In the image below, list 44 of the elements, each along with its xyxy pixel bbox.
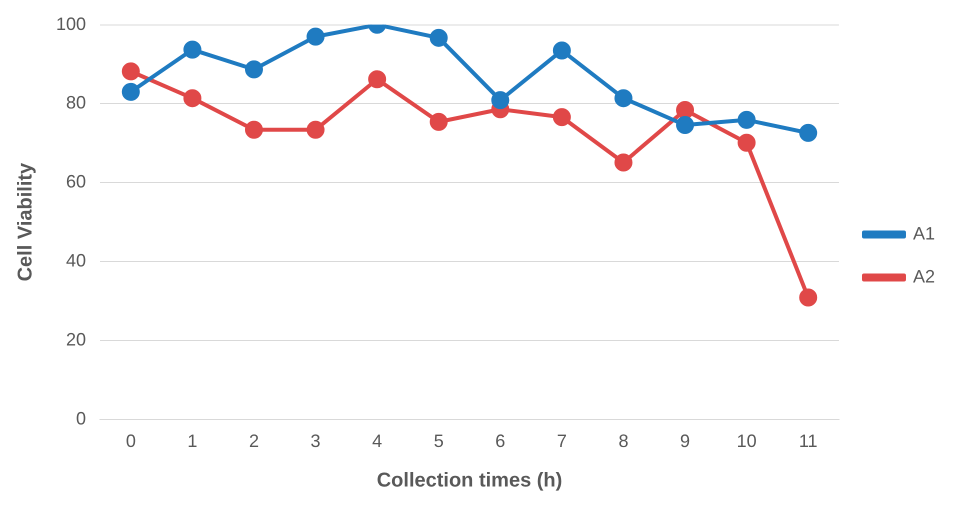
point [676,116,694,134]
x-tick-label: 4 [372,431,382,452]
point [676,101,694,120]
x-tick-label: 3 [310,431,321,452]
point [552,108,571,126]
x-tick-label: 9 [680,431,690,452]
point [183,89,202,108]
point [122,82,140,101]
point [738,134,756,152]
point [430,112,448,131]
point [614,154,632,172]
point [799,288,818,306]
x-tick-label: 8 [618,431,628,452]
x-tick-label: 1 [187,431,198,452]
y-tick-label: 20 [66,329,86,350]
y-tick-label: 0 [76,408,86,428]
x-axis-title: Collection times (h) [376,470,562,492]
point [244,120,263,139]
point [799,124,818,142]
point [368,70,386,88]
x-tick-label: 10 [736,431,757,452]
x-tick-label: 6 [495,431,506,452]
point [306,120,325,139]
legend-label: A2 [912,266,936,286]
y-tick-label: 40 [66,250,86,271]
point [491,91,510,110]
x-tick-label: 5 [434,431,444,452]
point [738,110,756,129]
point [614,89,632,108]
y-tick-label: 80 [66,92,86,113]
x-tick-label: 0 [126,431,136,452]
y-axis-title: Cell Viability [14,162,37,282]
y-tick-label: 60 [66,172,86,192]
point [430,28,448,47]
point [183,40,202,59]
x-tick-label: 2 [248,431,259,452]
point [306,28,325,46]
x-tick-label: 11 [798,431,818,452]
x-tick-label: 7 [556,431,567,452]
point [122,62,140,80]
legend-label: A1 [912,223,936,244]
y-tick-label: 100 [56,14,86,34]
point [552,41,571,60]
point [244,60,263,78]
